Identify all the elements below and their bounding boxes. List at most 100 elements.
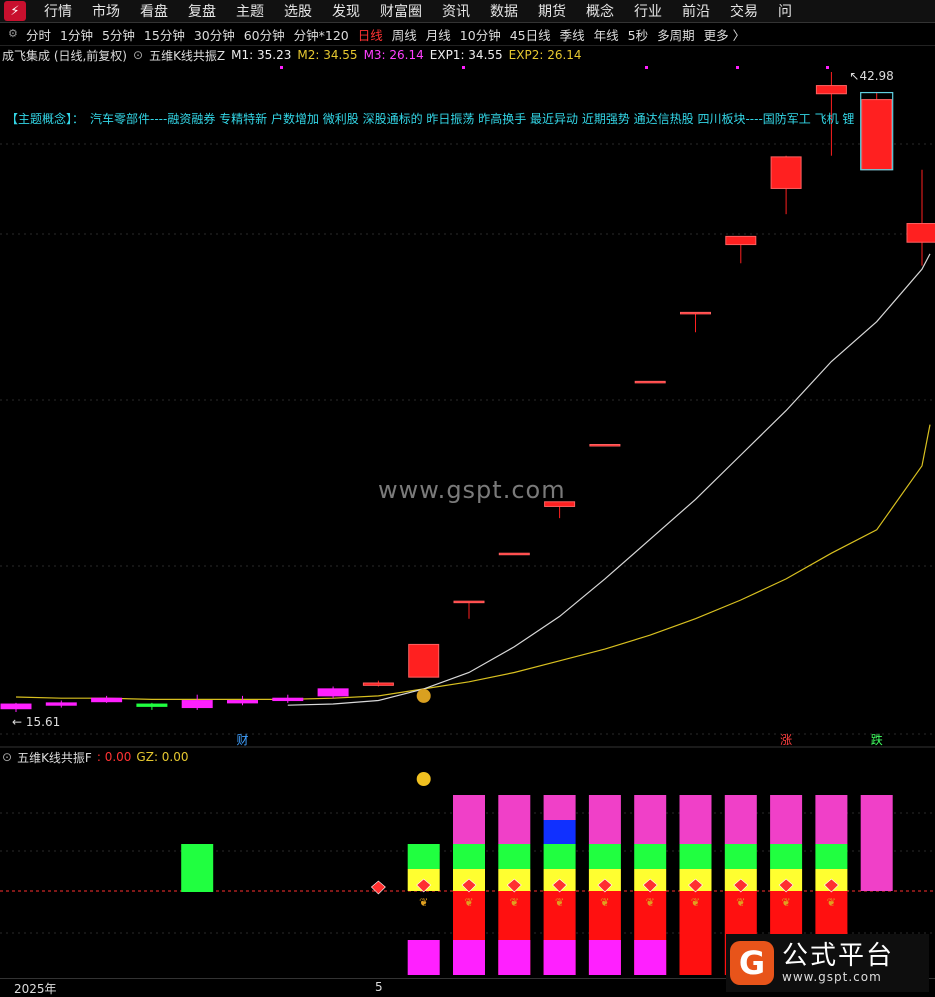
candlestick-chart[interactable]: ↖42.98 ← 15.61 财 涨 跌 <box>0 64 935 748</box>
menu-item[interactable]: 问 <box>778 4 792 20</box>
period-tab[interactable]: 日线 <box>357 27 383 43</box>
menu-item[interactable]: 行情 <box>44 4 72 20</box>
candle-body <box>136 703 168 707</box>
period-tab[interactable]: 分钟*120 <box>293 27 349 43</box>
period-tab[interactable]: 更多 〉 <box>703 27 746 43</box>
menu-item[interactable]: 发现 <box>332 4 360 20</box>
menu-item[interactable]: 数据 <box>490 4 518 20</box>
smiley-icon <box>416 772 431 786</box>
butterfly-icon: ❦ <box>464 896 473 909</box>
period-tab[interactable]: 季线 <box>559 27 585 43</box>
settings-icon[interactable]: ⚙ <box>8 27 18 40</box>
ma-yellow-line <box>15 424 931 700</box>
menu-item[interactable]: 交易 <box>730 4 758 20</box>
butterfly-icon: ❦ <box>691 896 700 909</box>
candle-body <box>227 700 258 704</box>
selected-candle-border <box>860 91 894 171</box>
candle <box>589 443 621 447</box>
indicator-name[interactable]: 五维K线共振Z <box>149 48 226 63</box>
candle-body <box>725 235 757 246</box>
app-logo-icon[interactable]: ⚡ <box>4 1 26 21</box>
period-tab[interactable]: 60分钟 <box>243 27 285 43</box>
candle <box>861 92 893 171</box>
candle-body <box>0 703 32 710</box>
period-tabs: 分时 1分钟 5分钟 15分钟 30分钟 60分钟 分钟*120 日线 周线 月线 10分钟 45日线… <box>26 25 754 44</box>
year-label: 2025年 <box>14 982 57 996</box>
menu-item[interactable]: 看盘 <box>140 4 168 20</box>
butterfly-icon: ❦ <box>827 896 836 909</box>
sub-bar-pink <box>588 795 621 844</box>
candle-body <box>634 380 666 384</box>
menu-item[interactable]: 复盘 <box>188 4 216 20</box>
gspt-badge: G 公式平台 www.gspt.com <box>726 934 929 992</box>
sub-bar-magenta <box>453 940 485 975</box>
gem-icon <box>370 880 386 895</box>
badge-title: 公式平台 <box>782 941 895 971</box>
candle <box>227 695 258 706</box>
period-tab[interactable]: 周线 <box>391 27 417 43</box>
sub-column <box>181 844 214 892</box>
period-tab[interactable]: 多周期 <box>657 27 695 43</box>
sub-bar-pink <box>770 795 803 844</box>
signal-dot <box>736 66 739 69</box>
concept-line: 【主题概念】： 汽车零部件----融资融券 专精特新 户数增加 微利股 深股通标… <box>6 112 855 126</box>
period-tab[interactable]: 30分钟 <box>193 27 235 43</box>
sub-bar-magenta <box>498 940 531 975</box>
period-tab[interactable]: 45日线 <box>509 27 551 43</box>
candle <box>453 600 485 619</box>
indicator-toggle-icon[interactable]: ⊙ <box>133 48 144 62</box>
sub-column: ❦ <box>453 795 485 975</box>
candle <box>362 680 394 687</box>
high-price-label: ↖42.98 <box>849 69 893 83</box>
candle <box>45 700 77 708</box>
candle-body <box>680 311 711 315</box>
butterfly-icon: ❦ <box>419 896 428 909</box>
sub-bar-magenta <box>407 940 440 975</box>
menu-item[interactable]: 行业 <box>634 4 662 20</box>
sub-indicator-name[interactable]: 五维K线共振F <box>17 750 92 765</box>
menu-item[interactable]: 概念 <box>586 4 614 20</box>
m3-value: M3: 26.14 <box>363 48 424 62</box>
menu-item[interactable]: 选股 <box>284 4 312 20</box>
sub-bar-red <box>679 891 712 975</box>
menu-item[interactable]: 期货 <box>538 4 566 20</box>
candle-body <box>815 85 847 95</box>
candle <box>770 155 802 215</box>
sub-bar-magenta <box>543 940 576 975</box>
sub-bar-pink <box>724 795 757 844</box>
candle-body <box>91 697 123 703</box>
menu-item[interactable]: 财富圈 <box>380 4 422 20</box>
candle <box>906 169 935 266</box>
sub-bar-green <box>588 844 621 869</box>
menu-item[interactable]: 市场 <box>92 4 120 20</box>
period-toolbar: ⚙ 分时 1分钟 5分钟 15分钟 30分钟 60分钟 分钟*120 日线 周线 月线 10分钟 45… <box>0 23 935 46</box>
gem-icon <box>597 878 613 893</box>
stock-name[interactable]: 成飞集成 (日线,前复权) <box>2 48 127 63</box>
period-tab[interactable]: 年线 <box>593 27 619 43</box>
period-tab[interactable]: 1分钟 <box>60 27 93 43</box>
period-tab[interactable]: 15分钟 <box>143 27 185 43</box>
ma-white-line <box>287 253 931 706</box>
period-tab[interactable]: 5分钟 <box>101 27 135 43</box>
menu-item[interactable]: 前沿 <box>682 4 710 20</box>
candle <box>91 695 123 703</box>
menu-item[interactable]: 主题 <box>236 4 264 20</box>
menu-item[interactable]: 资讯 <box>442 4 470 20</box>
sub-column: ❦ <box>588 795 621 975</box>
period-tab[interactable]: 5秒 <box>627 27 649 43</box>
sub-indicator-chart[interactable]: ❦ ❦ ❦ ❦ ❦ ❦ ❦ ❦ ❦ ❦ <box>0 748 935 978</box>
period-tab[interactable]: 分时 <box>26 27 52 43</box>
candle <box>680 311 711 333</box>
sub-column <box>407 844 440 975</box>
main-menu: 行情 市场 看盘 复盘 主题 选股 发现 财富圈 资讯 数据 期货 概念 行业 前沿 交易 问 <box>44 1 812 21</box>
sub-bar-green <box>498 844 531 869</box>
period-tab[interactable]: 10分钟 <box>459 27 501 43</box>
candle-body <box>498 552 530 556</box>
butterfly-icon: ❦ <box>646 896 655 909</box>
period-tab[interactable]: 月线 <box>425 27 451 43</box>
candle-body <box>408 643 440 678</box>
candle <box>634 380 666 384</box>
candle <box>136 702 168 710</box>
sub-bar-pink <box>543 795 576 820</box>
sub-indicator-toggle-icon[interactable]: ⊙ <box>2 750 13 764</box>
